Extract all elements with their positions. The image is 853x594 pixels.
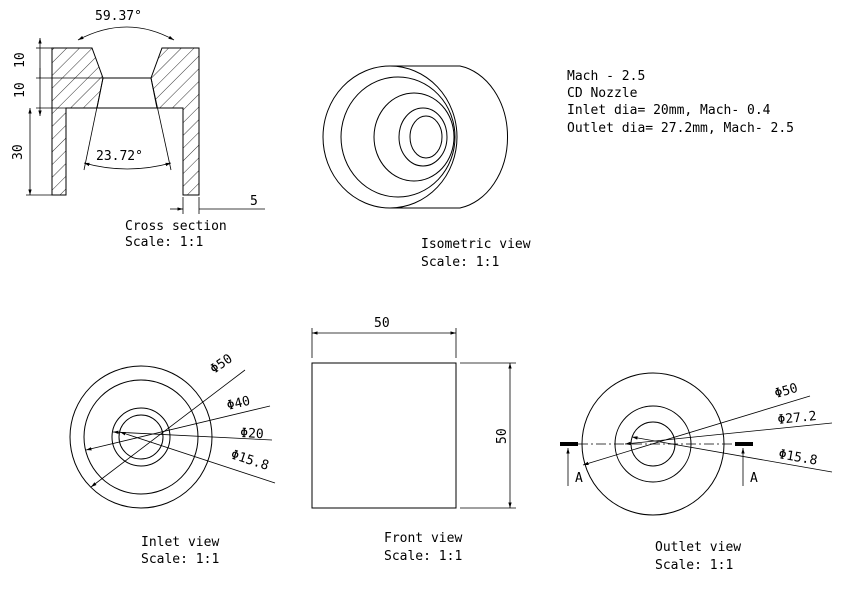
inlet-dia-40: Φ40 xyxy=(225,394,251,414)
section-label-left: A xyxy=(575,471,583,486)
cross-section-title: Cross section xyxy=(125,219,227,234)
front-view: 50 50 Front view Scale: 1:1 xyxy=(311,316,516,564)
outlet-view: A A Φ50 Φ27.2 Φ15.8 Outlet view Scale: 1… xyxy=(560,372,833,573)
note-outlet: Outlet dia= 27.2mm, Mach- 2.5 xyxy=(567,121,794,136)
outlet-scale: Scale: 1:1 xyxy=(655,558,733,573)
front-outline xyxy=(311,362,457,509)
cross-section-view: 59.37° 23.72° 10 10 30 5 Cross section S… xyxy=(11,9,265,250)
front-height-dim: 50 xyxy=(495,428,510,444)
angle-bottom-label: 23.72° xyxy=(96,149,143,164)
inlet-view: Φ50 Φ40 Φ20 Φ15.8 Inlet view Scale: 1:1 xyxy=(69,352,276,567)
outlet-dia-15-8: Φ15.8 xyxy=(777,447,818,469)
front-scale: Scale: 1:1 xyxy=(384,549,462,564)
isometric-scale: Scale: 1:1 xyxy=(421,255,499,270)
dim-30: 30 xyxy=(11,144,26,160)
dim-5: 5 xyxy=(250,194,258,209)
inlet-dia-50: Φ50 xyxy=(208,352,236,378)
section-mark-left xyxy=(560,442,578,446)
inlet-scale: Scale: 1:1 xyxy=(141,552,219,567)
cross-section-scale: Scale: 1:1 xyxy=(125,235,203,250)
outlet-dia-27-2: Φ27.2 xyxy=(777,409,817,428)
dim-10-mid: 10 xyxy=(13,82,28,98)
isometric-view: Isometric view Scale: 1:1 xyxy=(322,65,531,270)
note-inlet: Inlet dia= 20mm, Mach- 0.4 xyxy=(567,103,771,118)
front-title: Front view xyxy=(384,531,462,546)
inlet-title: Inlet view xyxy=(141,535,219,550)
section-mark-right xyxy=(735,442,753,446)
isometric-title: Isometric view xyxy=(421,237,531,252)
section-label-right: A xyxy=(750,471,758,486)
note-mach: Mach - 2.5 xyxy=(567,69,645,84)
note-nozzle-type: CD Nozzle xyxy=(567,86,638,101)
design-notes: Mach - 2.5 CD Nozzle Inlet dia= 20mm, Ma… xyxy=(567,69,794,136)
dim-10-top: 10 xyxy=(13,52,28,68)
inlet-dia-20: Φ20 xyxy=(240,426,264,442)
outlet-title: Outlet view xyxy=(655,540,741,555)
nozzle-wall-right xyxy=(150,47,200,196)
nozzle-wall-left xyxy=(51,47,104,196)
front-width-dim: 50 xyxy=(374,316,390,331)
outlet-dia-50: Φ50 xyxy=(773,381,800,402)
angle-top-label: 59.37° xyxy=(95,9,142,24)
